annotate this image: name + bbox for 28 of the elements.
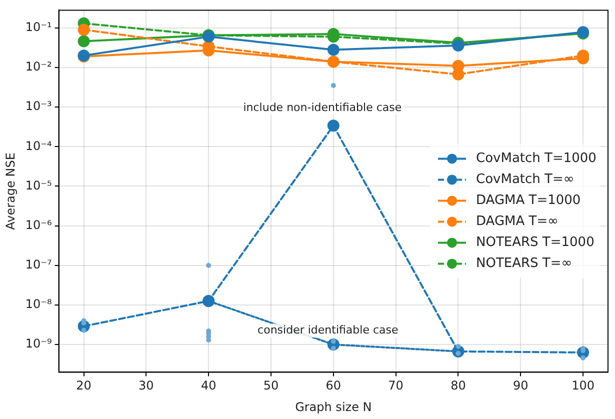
y-tick-label: 10⁻² [25,60,52,74]
x-axis-title: Graph size N [295,400,372,414]
y-tick-label: 10⁻³ [25,99,52,114]
annotation: consider identifiable case [258,323,398,336]
x-tick-label: 60 [326,378,342,393]
y-tick-label: 10⁻⁴ [25,138,52,153]
x-tick-label: 80 [450,378,466,393]
legend-label: CovMatch T=∞ [476,172,574,188]
x-tick-label: 100 [572,378,594,393]
x-tick-label: 70 [388,378,404,393]
x-tick-label: 30 [138,378,154,393]
y-tick-label: 10⁻⁶ [25,218,52,232]
y-tick-label: 10⁻⁸ [25,297,52,312]
y-tick-label: 10⁻⁵ [25,178,52,192]
legend-label: DAGMA T=∞ [476,214,558,230]
legend-label: NOTEARS T=∞ [476,256,572,272]
legend-label: DAGMA T=1000 [476,193,581,208]
y-tick-label: 10⁻⁹ [25,336,52,351]
y-tick-label: 10⁻¹ [25,20,52,34]
x-tick-label: 90 [512,378,528,393]
x-tick-label: 40 [200,378,216,393]
y-tick-label: 10⁻⁷ [25,258,52,272]
legend-label: CovMatch T=1000 [476,151,596,166]
y-axis-title: Average NSE [3,152,18,230]
x-tick-label: 50 [263,378,279,393]
annotation: include non-identifiable case [243,100,402,114]
x-tick-label: 20 [76,378,92,393]
legend-label: NOTEARS T=1000 [476,235,594,250]
